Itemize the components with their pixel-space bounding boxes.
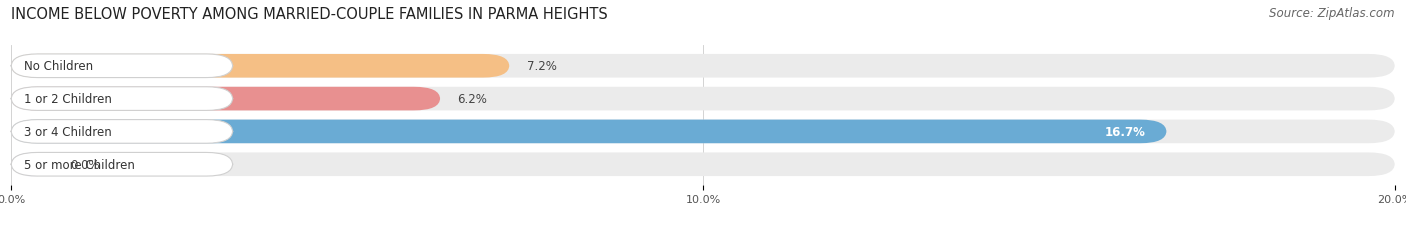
- Text: 6.2%: 6.2%: [457, 93, 488, 106]
- FancyBboxPatch shape: [11, 153, 1395, 176]
- FancyBboxPatch shape: [11, 55, 509, 78]
- Text: INCOME BELOW POVERTY AMONG MARRIED-COUPLE FAMILIES IN PARMA HEIGHTS: INCOME BELOW POVERTY AMONG MARRIED-COUPL…: [11, 7, 607, 22]
- FancyBboxPatch shape: [11, 87, 232, 111]
- Text: 3 or 4 Children: 3 or 4 Children: [24, 125, 111, 138]
- Text: Source: ZipAtlas.com: Source: ZipAtlas.com: [1270, 7, 1395, 20]
- FancyBboxPatch shape: [11, 153, 232, 176]
- Text: 1 or 2 Children: 1 or 2 Children: [24, 93, 111, 106]
- Text: No Children: No Children: [24, 60, 93, 73]
- FancyBboxPatch shape: [11, 153, 53, 176]
- FancyBboxPatch shape: [11, 87, 440, 111]
- Text: 5 or more Children: 5 or more Children: [24, 158, 135, 171]
- FancyBboxPatch shape: [11, 120, 1395, 144]
- Text: 16.7%: 16.7%: [1105, 125, 1146, 138]
- FancyBboxPatch shape: [11, 55, 232, 78]
- FancyBboxPatch shape: [11, 120, 232, 144]
- Text: 0.0%: 0.0%: [70, 158, 100, 171]
- FancyBboxPatch shape: [11, 87, 1395, 111]
- Text: 7.2%: 7.2%: [527, 60, 557, 73]
- FancyBboxPatch shape: [11, 120, 1167, 144]
- FancyBboxPatch shape: [11, 55, 1395, 78]
